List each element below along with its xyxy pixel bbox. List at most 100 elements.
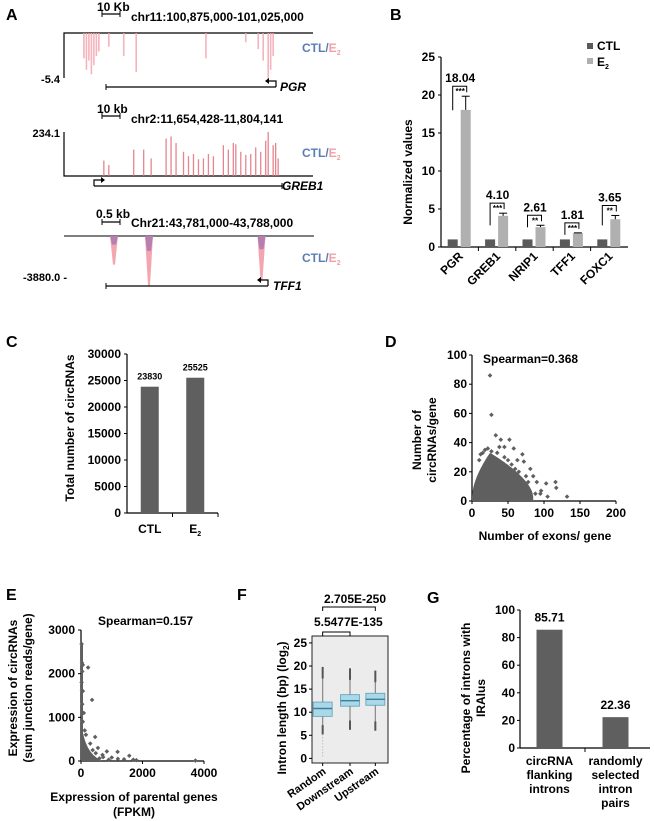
spearman-annotation: Spearman=0.368 bbox=[483, 352, 578, 366]
gene-name: TFF1 bbox=[273, 279, 302, 293]
legend: CTL E2 bbox=[587, 39, 620, 71]
bar-e2 bbox=[498, 215, 509, 247]
significance-bracket bbox=[601, 204, 617, 226]
data-point bbox=[109, 755, 115, 760]
panel-e-scatter: Expression of circRNAs (sum junction rea… bbox=[6, 613, 218, 819]
data-point bbox=[478, 451, 483, 457]
y-tick-label: 0 bbox=[114, 506, 121, 520]
data-point bbox=[121, 756, 127, 762]
bar-ctl bbox=[597, 239, 608, 247]
tss-arrow-icon bbox=[93, 179, 104, 186]
signal-peaks bbox=[103, 132, 279, 176]
y-tick-label: 10 bbox=[422, 164, 436, 178]
panel-a-genome-tracks: 10 Kb chr11:100,875,000-101,025,000 -5.4… bbox=[23, 0, 341, 293]
y-tick-label: 100 bbox=[447, 348, 467, 362]
gene-name: GREB1 bbox=[282, 179, 324, 193]
bar-e2 bbox=[460, 109, 471, 247]
data-point bbox=[83, 732, 89, 738]
x-tick-label: E2 bbox=[189, 522, 201, 538]
y-tick-label: 20000 bbox=[88, 400, 122, 414]
y-tick-label: 5 bbox=[300, 728, 307, 742]
y-axis-title-line1: Number of bbox=[410, 409, 424, 470]
track-tff1: 0.5 kb Chr21:43,781,000-43,788,000 -3880… bbox=[23, 207, 341, 293]
y-tick-label: 10000 bbox=[88, 453, 122, 467]
track-legend: CTL/E2 bbox=[302, 251, 341, 267]
data-point bbox=[95, 745, 101, 751]
data-point bbox=[511, 446, 517, 451]
bars: *** 18.04 *** 4.10 ** 2.61 *** 1.81 ** 3.65 bbox=[445, 71, 622, 247]
significance-bracket bbox=[489, 202, 505, 226]
track-legend: CTL/E2 bbox=[302, 41, 341, 57]
data-point bbox=[92, 734, 98, 740]
data-point bbox=[512, 466, 518, 472]
y-axis-title-line1: Percentage of introns with bbox=[459, 623, 473, 774]
data-point bbox=[79, 669, 85, 674]
p-value-label: 2.705E-250 bbox=[324, 592, 386, 606]
data-point bbox=[100, 752, 105, 758]
x-tick-label: selected bbox=[591, 768, 639, 782]
data-point bbox=[498, 437, 504, 442]
data-point bbox=[493, 433, 499, 438]
data-label: 85.71 bbox=[534, 611, 564, 625]
panel-f-boxplot: Intron length (bp) (log2) 0510152025Rand… bbox=[275, 592, 389, 813]
ctl-overlap-peak bbox=[110, 236, 118, 245]
y-axis-title: Normalized values bbox=[401, 119, 415, 225]
x-tick-label: 50 bbox=[501, 506, 515, 520]
significance-stars: *** bbox=[456, 87, 466, 96]
y-tick-label: 25 bbox=[422, 50, 436, 64]
data-point bbox=[502, 454, 507, 460]
data-point bbox=[525, 479, 531, 485]
x-tick-label: TFF1 bbox=[548, 249, 578, 279]
data-point bbox=[489, 412, 494, 418]
y-tick-label: 40 bbox=[454, 436, 468, 450]
x-tick-label: circRNA bbox=[526, 754, 574, 768]
significance-bracket bbox=[452, 85, 468, 111]
y-axis-title: Total number of circRNAs bbox=[63, 354, 77, 501]
data-point bbox=[93, 750, 99, 756]
track-pgr: 10 Kb chr11:100,875,000-101,025,000 -5.4… bbox=[41, 0, 341, 94]
bar-ctl bbox=[522, 239, 533, 247]
y-tick-label: 10 bbox=[294, 705, 308, 719]
x-tick-label: NRIP1 bbox=[506, 249, 541, 284]
y-tick-label: 0 bbox=[68, 754, 75, 768]
bar bbox=[536, 629, 563, 748]
bars: 23830 25525 bbox=[137, 363, 208, 513]
y-tick-label: 5 bbox=[428, 202, 435, 216]
data-point bbox=[115, 756, 121, 762]
data-point bbox=[509, 462, 514, 467]
p-value-label: 5.5477E-135 bbox=[314, 615, 383, 629]
y-scale-label: -3880.0 - bbox=[23, 272, 67, 284]
y-tick-label: 15 bbox=[294, 682, 308, 696]
data-point bbox=[543, 481, 549, 486]
y-axis-title: Intron length (bp) (log2) bbox=[275, 641, 291, 774]
y-tick-label: 0 bbox=[428, 240, 435, 254]
y-axis-title-line1: Expression of circRNAs bbox=[6, 619, 20, 756]
y-tick-label: 20 bbox=[454, 465, 468, 479]
fold-change-label: 2.61 bbox=[523, 200, 547, 214]
tss-arrow-icon bbox=[266, 80, 277, 87]
data-point bbox=[523, 473, 529, 479]
data-point bbox=[516, 476, 522, 482]
bar-e2 bbox=[535, 227, 546, 247]
data-point bbox=[516, 469, 522, 475]
y-axis-title-line2: (sum junction reads/gene) bbox=[21, 613, 35, 762]
subscript: 2 bbox=[197, 531, 201, 538]
comparison-bracket bbox=[322, 631, 351, 636]
arrowhead-icon bbox=[257, 277, 261, 283]
legend-swatch-e2 bbox=[587, 58, 593, 64]
scale-label: 10 Kb bbox=[97, 0, 130, 14]
panel-label-d: D bbox=[385, 334, 397, 351]
fold-change-label: 1.81 bbox=[561, 208, 585, 222]
gene-name: PGR bbox=[280, 80, 306, 94]
data-point bbox=[533, 491, 538, 496]
y-tick-label: 80 bbox=[502, 631, 516, 645]
x-tick-label: flanking bbox=[526, 768, 572, 782]
fold-change-label: 3.65 bbox=[598, 190, 622, 204]
y-tick-label: 25 bbox=[294, 636, 308, 650]
data-point bbox=[520, 484, 525, 489]
y-tick-label: 5000 bbox=[94, 480, 121, 494]
y-tick-label: 1000 bbox=[48, 710, 75, 724]
y-scale-label: -5.4 bbox=[41, 74, 61, 86]
data-point bbox=[553, 479, 558, 485]
